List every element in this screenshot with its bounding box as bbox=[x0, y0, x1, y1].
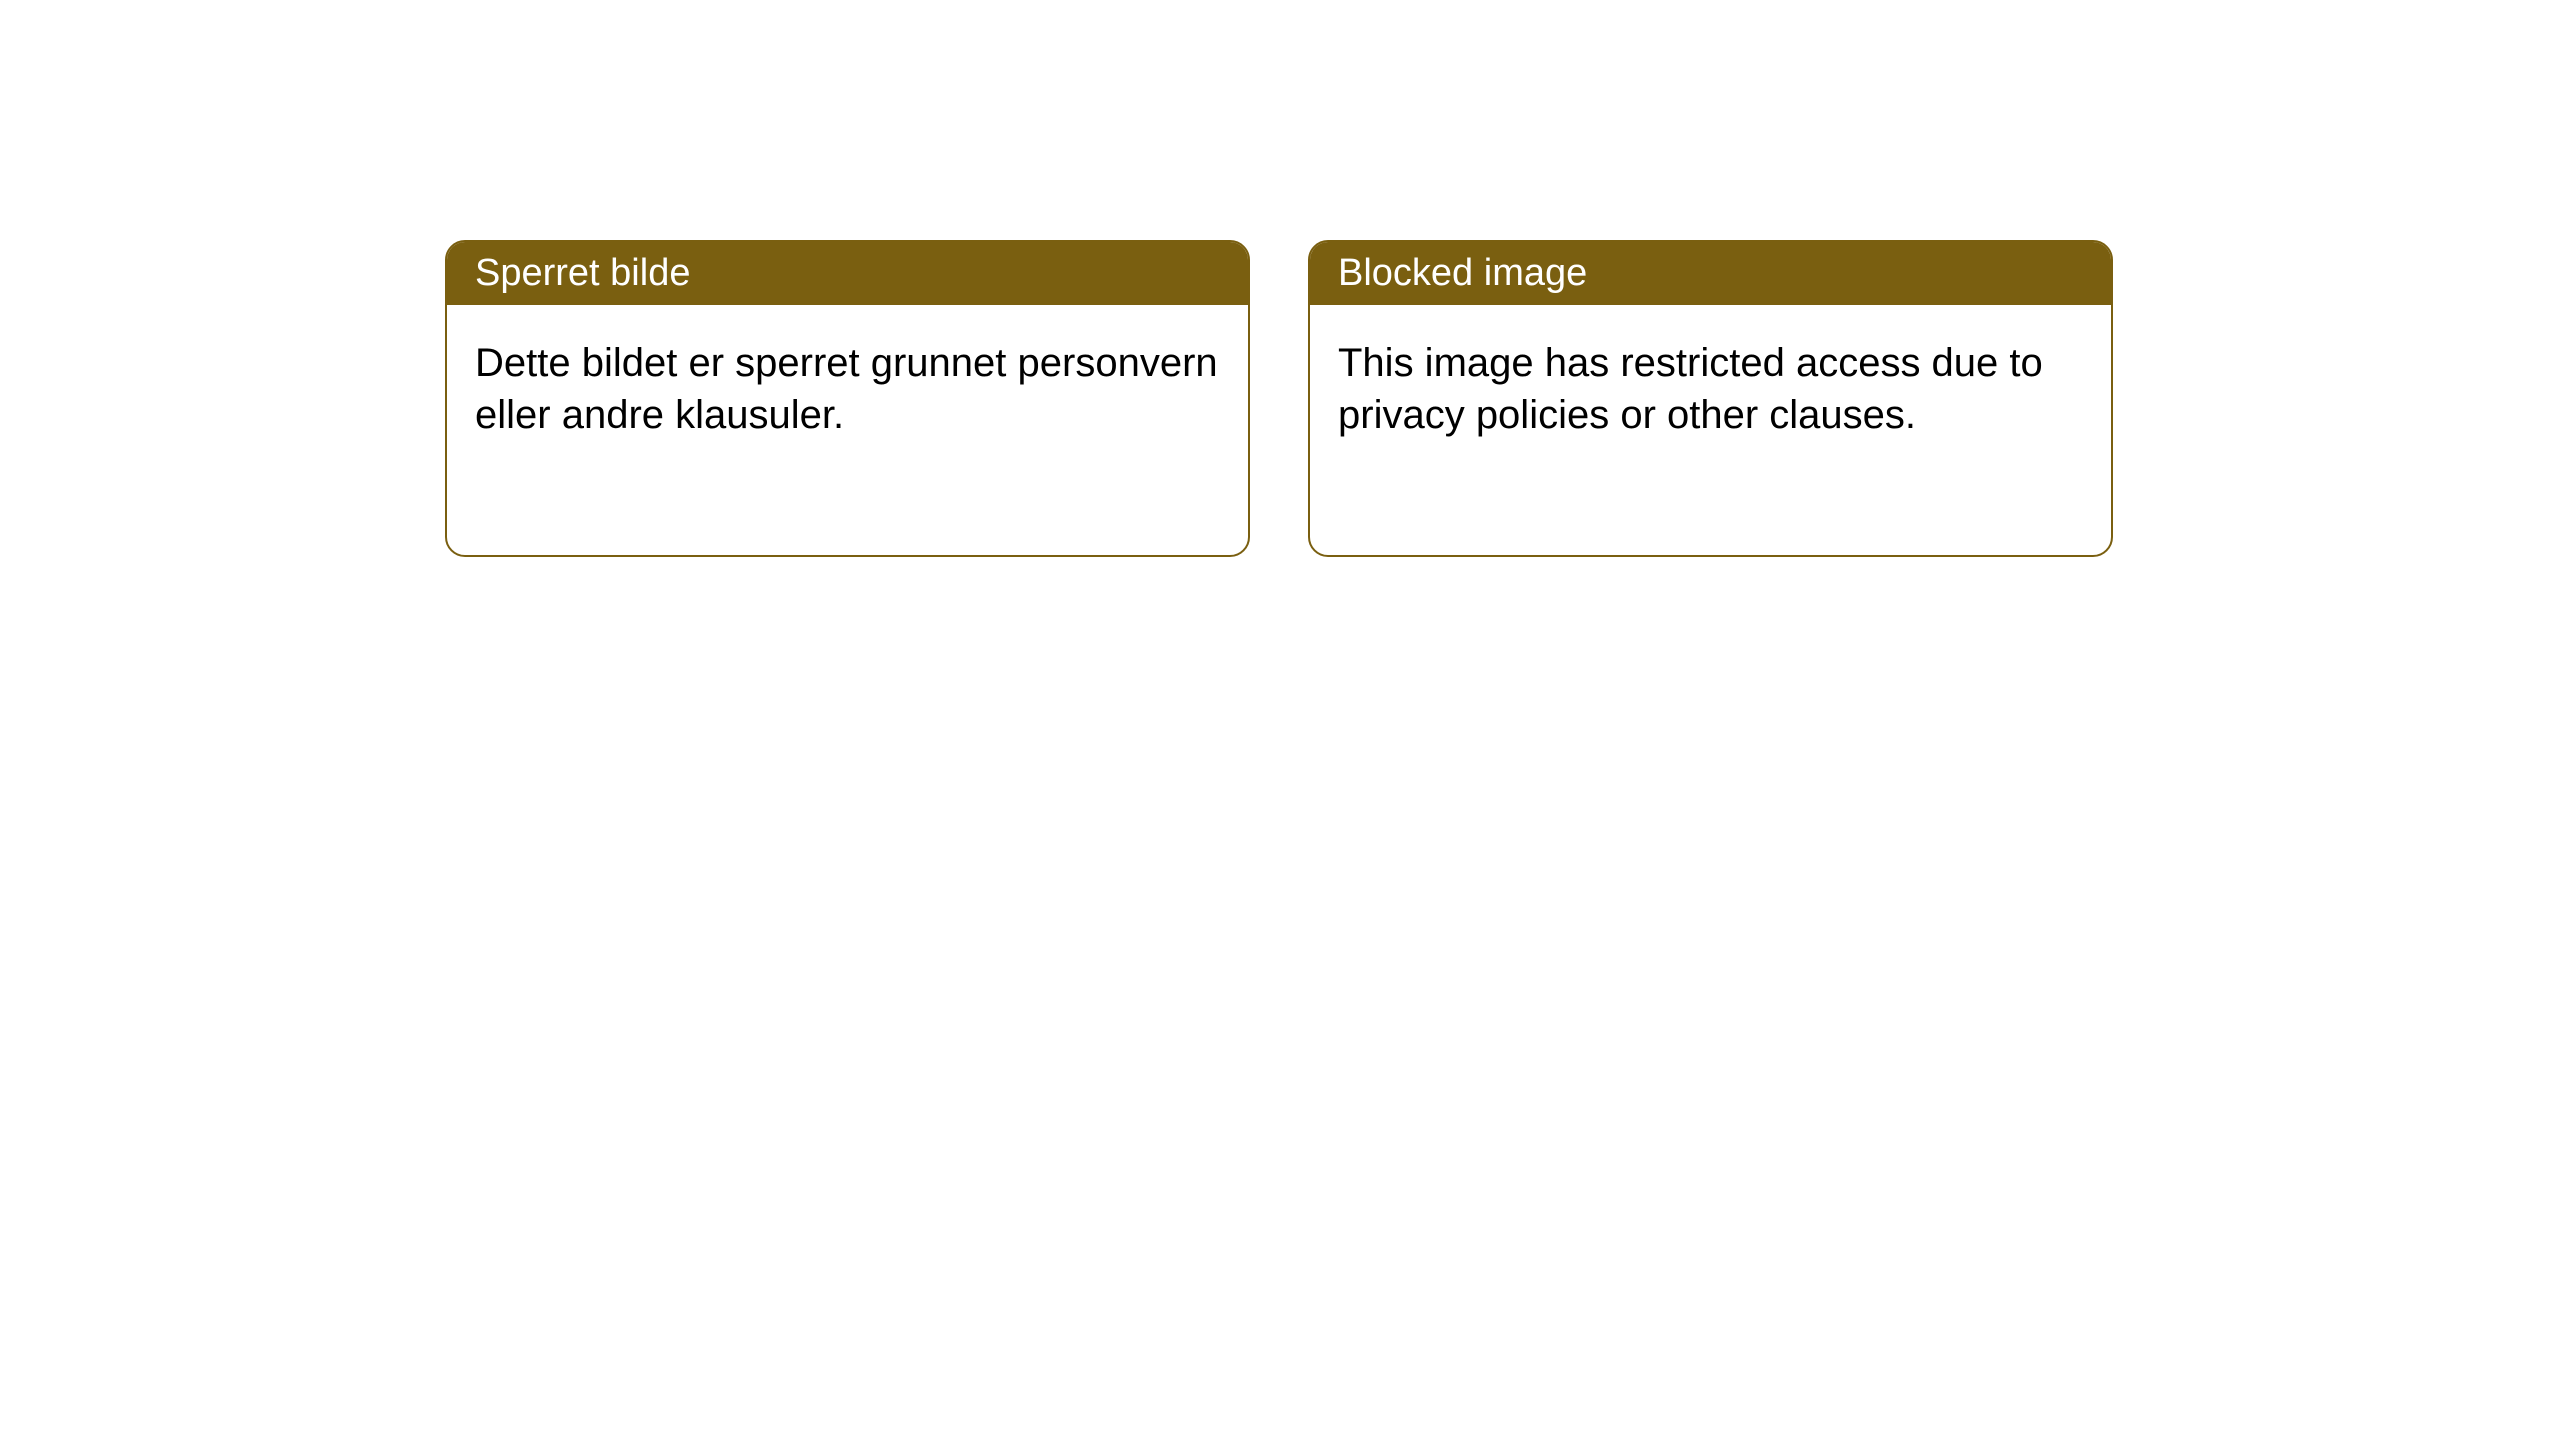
notice-cards-container: Sperret bilde Dette bildet er sperret gr… bbox=[445, 240, 2113, 557]
notice-card-english: Blocked image This image has restricted … bbox=[1308, 240, 2113, 557]
notice-card-body: This image has restricted access due to … bbox=[1310, 305, 2111, 555]
notice-card-body: Dette bildet er sperret grunnet personve… bbox=[447, 305, 1248, 555]
notice-card-norwegian: Sperret bilde Dette bildet er sperret gr… bbox=[445, 240, 1250, 557]
notice-card-title: Blocked image bbox=[1310, 242, 2111, 305]
notice-card-title: Sperret bilde bbox=[447, 242, 1248, 305]
